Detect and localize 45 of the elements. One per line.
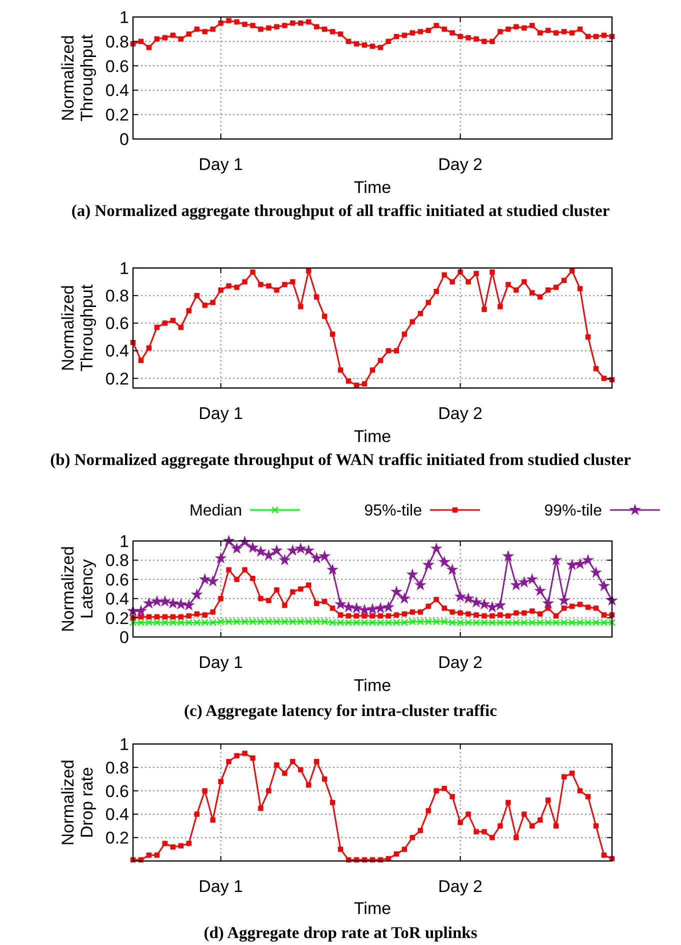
y-axis-title: Normalized Throughput	[58, 284, 96, 372]
x-tick-label: Day 2	[438, 877, 483, 896]
x-tick-label: Day 2	[438, 155, 483, 174]
y-tick-label: 0.6	[105, 570, 129, 590]
y-axis-title: Normalized Throughput	[58, 34, 96, 122]
y-tick-label: 0.4	[105, 590, 129, 609]
text: (b) Normalized aggregate throughput of WAN traffic initiated from studied cluster	[50, 450, 631, 469]
y-tick-label: 1	[120, 734, 129, 754]
legend-label: 99%-tile	[544, 502, 602, 520]
legend-label: Median	[190, 502, 242, 520]
y-tick-label: 0.8	[105, 286, 129, 306]
y-tick-label: 0.2	[105, 369, 129, 388]
x-tick-label: Day 1	[198, 404, 244, 423]
legend-label: 95%-tile	[364, 502, 422, 520]
y-tick-label: 0.2	[105, 828, 129, 848]
y-tick-label: 0.2	[105, 608, 129, 628]
text: (d) Aggregate drop rate at ToR uplinks	[204, 923, 478, 942]
y-tick-label: 0.6	[105, 782, 129, 801]
x-tick-label: Day 1	[198, 155, 244, 174]
y-tick-label: 1	[120, 258, 129, 278]
y-tick-label: 0.2	[105, 106, 129, 125]
y-axis-title: Normalized Latency	[58, 546, 96, 632]
x-tick-label: Day 1	[198, 877, 244, 896]
y-tick-label: 0.4	[105, 81, 129, 100]
y-tick-label: 0	[120, 130, 129, 149]
y-tick-label: 1	[120, 8, 129, 27]
x-tick-label: Day 2	[438, 653, 483, 672]
y-tick-label: 0.4	[105, 805, 129, 824]
y-tick-label: 0.4	[105, 342, 129, 361]
x-tick-label: Day 2	[438, 404, 483, 423]
y-tick-label: 0.6	[105, 314, 129, 334]
y-tick-label: 0	[120, 628, 129, 647]
y-tick-label: 0.8	[105, 32, 129, 52]
y-axis-title: Normalized Drop rate	[58, 760, 96, 846]
y-tick-label: 0.8	[105, 551, 129, 570]
text: (a) Normalized aggregate throughput of all traffic initiated at studied cluster	[71, 201, 610, 220]
x-axis-title: Time	[354, 899, 392, 918]
text: (c) Aggregate latency for intra-cluster traffic	[184, 701, 497, 720]
x-axis-title: Time	[354, 427, 392, 446]
y-tick-label: 1	[120, 532, 129, 551]
y-tick-label: 0.6	[105, 56, 129, 76]
x-axis-title: Time	[354, 178, 392, 197]
y-tick-label: 0.8	[105, 758, 129, 778]
x-axis-title: Time	[354, 676, 392, 695]
x-tick-label: Day 1	[198, 653, 244, 672]
